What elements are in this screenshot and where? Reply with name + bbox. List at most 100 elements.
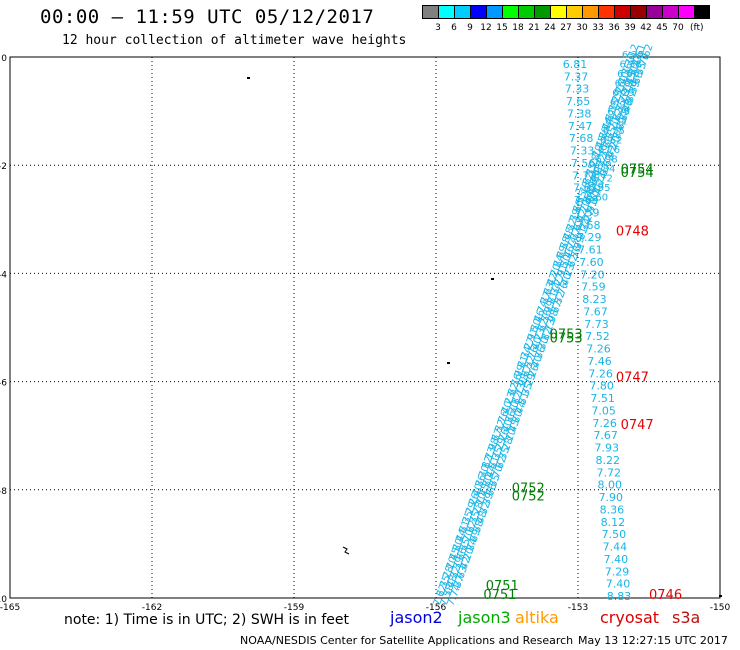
pass-time-label: 0751 [483, 588, 516, 603]
color-scale-swatch [694, 5, 710, 19]
color-scale-label: 39 [624, 23, 636, 33]
swh-value-label: 6.32 [605, 117, 627, 128]
color-scale-swatch [518, 5, 534, 19]
swh-value-label: 6.98 [595, 155, 617, 166]
swh-value-label: 8.23 [582, 293, 607, 306]
island-marker [719, 595, 722, 597]
color-scale-label: 6 [451, 23, 457, 33]
color-scale-swatch [454, 5, 470, 19]
swh-value-label: 7.50 [602, 528, 627, 541]
pass-time-label: 0754 [621, 166, 654, 181]
swh-value-label: 6.76 [598, 145, 620, 156]
color-scale-label: 27 [560, 23, 572, 33]
swh-value-label: 7.37 [564, 70, 589, 83]
swh-value-label: 6.60 [586, 193, 608, 204]
swh-value-label: 6.81 [563, 58, 588, 71]
legend-jason3: jason3 [458, 608, 511, 627]
swh-value-label: 7.80 [589, 380, 614, 393]
swh-value-label: 7.46 [587, 355, 612, 368]
swh-value-label: 8.83 [607, 590, 632, 603]
swh-value-label: 7.29 [577, 231, 602, 244]
island-marker [247, 77, 250, 79]
swh-value-label: 7.67 [583, 305, 608, 318]
chart-title: 00:00 – 11:59 UTC 05/12/2017 [40, 6, 375, 28]
color-scale-label: 18 [512, 23, 524, 33]
swh-value-label: 6.38 [610, 98, 632, 109]
color-scale-swatch [646, 5, 662, 19]
color-scale-swatch [550, 5, 566, 19]
lon-tick-label: -153 [568, 603, 588, 613]
swh-value-label: 7.29 [605, 565, 630, 578]
legend-jason2: jason2 [390, 608, 443, 627]
credit-line: NOAA/NESDIS Center for Satellite Applica… [240, 634, 574, 647]
color-scale-swatch [566, 5, 582, 19]
swh-value-label: 8.22 [595, 454, 620, 467]
swh-value-label: 7.65 [566, 95, 591, 108]
swh-value-label: 7.69 [574, 194, 599, 207]
swh-value-label: 7.72 [597, 466, 622, 479]
map-frame [9, 56, 721, 599]
lon-tick-label: -156 [426, 603, 447, 613]
swh-value-label: 7.68 [569, 132, 594, 145]
swh-value-label: 6.84 [593, 164, 615, 175]
color-scale-swatch [678, 5, 694, 19]
swh-value-label: 6.29 [612, 88, 634, 99]
swh-value-label: 7.52 [585, 330, 610, 343]
pass-time-label: 0753 [550, 332, 583, 347]
color-scale-label: 3 [435, 23, 441, 33]
color-scale-label: 21 [528, 23, 540, 33]
color-scale-swatch [614, 5, 630, 19]
pass-time-label: 0751 [486, 579, 519, 594]
swh-value-label: 7.90 [599, 491, 624, 504]
legend-altika: altika [515, 608, 559, 627]
color-scale-label: 15 [496, 23, 508, 33]
pass-time-label: 0747 [616, 371, 649, 386]
swh-value-label: 8.12 [601, 516, 626, 529]
color-scale-swatch [582, 5, 598, 19]
swh-value-label: 8.36 [600, 503, 625, 516]
swh-value-label: 8.00 [598, 479, 623, 492]
swh-value-label: 6.38 [619, 60, 641, 71]
swh-value-label: 7.67 [593, 429, 618, 442]
color-scale-label: 24 [544, 23, 556, 33]
color-scale-label: 9 [467, 23, 473, 33]
swh-value-label: 7.20 [580, 268, 605, 281]
swh-value-label: 6.98 [615, 79, 637, 90]
color-scale-swatch [598, 5, 614, 19]
lon-tick-label: -159 [284, 603, 305, 613]
color-scale-unit: (ft) [690, 23, 704, 33]
lat-tick-label: -2 [0, 162, 7, 172]
swh-value-label: 7.38 [567, 107, 592, 120]
swh-value-label: 7.26 [586, 343, 611, 356]
generated-timestamp: May 13 12:27:15 UTC 2017 [578, 634, 728, 647]
color-scale-swatch [534, 5, 550, 19]
swh-value-label: 7.61 [573, 182, 598, 195]
lat-tick-label: -6 [0, 379, 7, 389]
swh-value-label: 7.26 [588, 367, 613, 380]
pass-time-label: 0754 [621, 162, 654, 177]
swh-value-label: 7.26 [592, 417, 617, 430]
chart-subtitle: 12 hour collection of altimeter wave hei… [62, 33, 407, 48]
pass-time-label: 0753 [550, 327, 583, 342]
color-scale-swatch [438, 5, 454, 19]
swh-value-label: 6.55 [603, 126, 625, 137]
swh-value-label: 7.47 [568, 120, 593, 133]
swh-value-label: 7.73 [572, 169, 597, 182]
color-scale-swatch [630, 5, 646, 19]
color-scale-label: 42 [640, 23, 652, 33]
color-scale-swatch [662, 5, 678, 19]
island-marker [342, 546, 350, 555]
swh-value-label: 6.29 [607, 107, 629, 118]
swh-value-label: 7.40 [606, 578, 631, 591]
island-marker [491, 278, 494, 280]
footnote: note: 1) Time is in UTC; 2) SWH is in fe… [64, 612, 350, 628]
swh-value-label: 7.61 [578, 244, 603, 257]
swh-value-label: 7.44 [603, 541, 628, 554]
swh-value-label: 6.95 [588, 183, 610, 194]
swh-value-label: 7.59 [581, 281, 606, 294]
lat-tick-label: -8 [0, 487, 7, 497]
color-scale-label: 33 [592, 23, 604, 33]
legend-cryosat: cryosat [600, 608, 660, 627]
pass-time-label: 0752 [512, 482, 545, 497]
